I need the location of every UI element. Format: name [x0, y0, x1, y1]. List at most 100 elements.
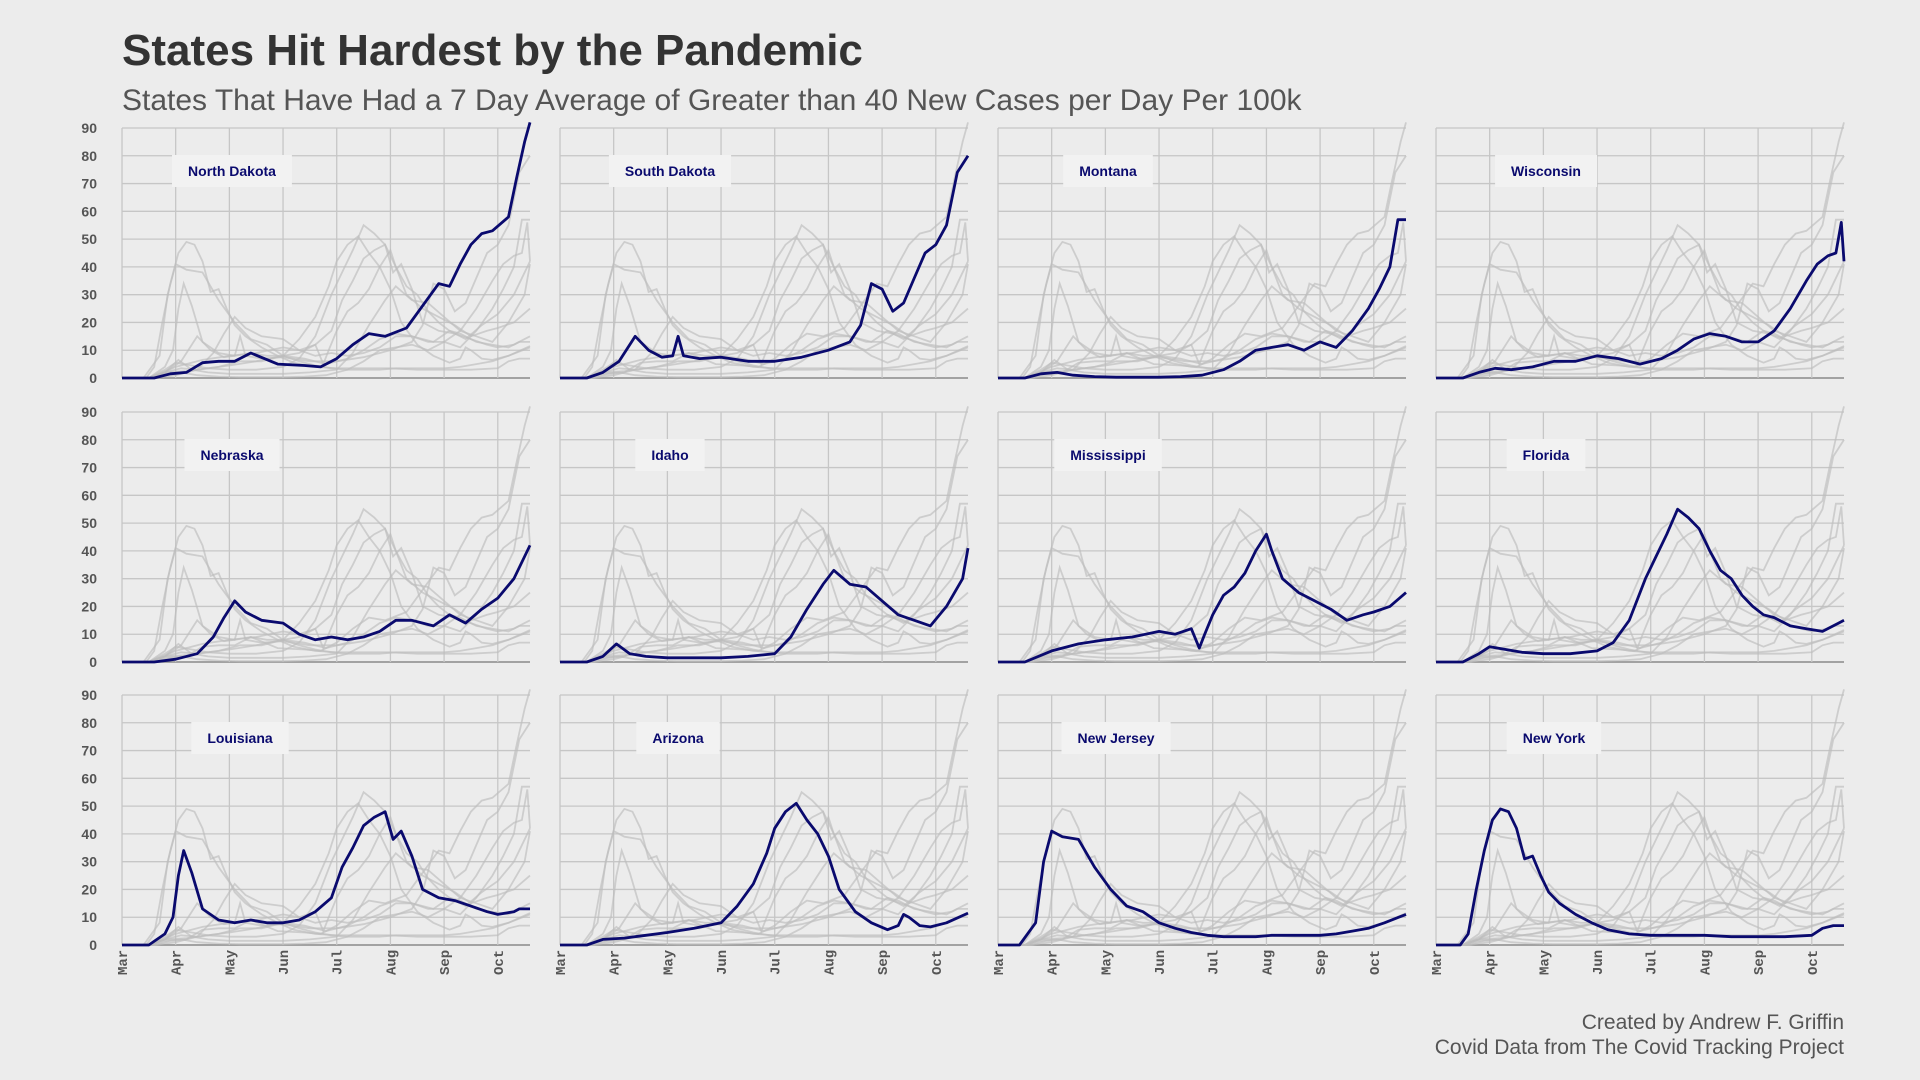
y-tick-label: 60 — [81, 487, 97, 503]
page-title: States Hit Hardest by the Pandemic — [122, 26, 863, 75]
y-tick-label: 50 — [81, 515, 97, 531]
state-label: New York — [1523, 730, 1586, 746]
state-label: Idaho — [651, 447, 688, 463]
context-line-idaho — [998, 830, 1407, 946]
panel-idaho: Idaho — [559, 406, 970, 664]
x-tick-label: Oct — [492, 950, 508, 975]
y-tick-label: 40 — [81, 259, 97, 275]
x-tick-label: Oct — [930, 950, 946, 975]
x-tick-label: Apr — [1484, 950, 1500, 975]
panel-montana: Montana — [997, 122, 1407, 380]
y-tick-label: 0 — [89, 937, 97, 953]
context-line-north-dakota — [1436, 406, 1845, 663]
highlight-line-mississippi — [998, 532, 1407, 664]
y-tick-label: 0 — [89, 654, 97, 670]
x-tick-label: Mar — [116, 950, 132, 975]
context-line-montana — [1436, 785, 1844, 946]
context-line-montana — [998, 502, 1406, 663]
y-tick-label: 60 — [81, 203, 97, 219]
context-line-north-dakota — [998, 689, 1407, 946]
caption-source: Covid Data from The Covid Tracking Proje… — [1434, 1036, 1844, 1059]
x-tick-label: Jul — [769, 950, 785, 975]
context-line-louisiana — [560, 527, 968, 663]
context-line-new-jersey — [1436, 546, 1845, 663]
state-label: Mississippi — [1070, 447, 1145, 463]
panel-wisconsin: Wisconsin — [1435, 122, 1846, 380]
x-tick-label: Jun — [1591, 950, 1607, 975]
x-tick-label: Jun — [277, 950, 293, 975]
context-line-new-york — [998, 240, 1406, 379]
x-tick-label: Oct — [1368, 950, 1384, 975]
context-line-north-dakota — [560, 122, 969, 379]
context-line-idaho — [122, 547, 531, 663]
state-label: Wisconsin — [1511, 163, 1581, 179]
highlight-line-florida — [1436, 507, 1845, 664]
context-line-nebraska — [1436, 260, 1845, 379]
context-line-montana — [560, 502, 968, 663]
y-tick-label: 90 — [81, 404, 97, 420]
context-line-arizona — [122, 518, 531, 663]
context-line-north-dakota — [560, 689, 969, 946]
context-line-louisiana — [1436, 810, 1844, 946]
panel-nebraska: 0 10 20 30 40 50 60 70 80 90 Nebraska — [81, 404, 532, 670]
context-line-new-york — [560, 524, 968, 663]
panel-louisiana: 0 10 20 30 40 50 60 70 80 90 Mar Apr May Jun Jul Aug Sep… — [81, 687, 531, 975]
context-line-arizona — [1436, 518, 1845, 663]
y-tick-label: 10 — [81, 909, 97, 925]
highlight-line-new-jersey — [998, 829, 1407, 947]
state-label-background — [1506, 439, 1586, 471]
x-tick-label: Aug — [384, 950, 400, 975]
context-line-montana — [560, 218, 968, 379]
context-line-new-york — [122, 807, 530, 946]
context-line-new-jersey — [560, 829, 969, 946]
context-line-louisiana — [998, 810, 1406, 946]
state-label-background — [636, 722, 720, 754]
context-line-new-jersey — [122, 546, 531, 663]
state-label: Montana — [1079, 163, 1137, 179]
context-line-new-jersey — [560, 262, 969, 379]
state-label-background — [1054, 439, 1162, 471]
context-line-new-jersey — [1436, 262, 1845, 379]
context-line-nebraska — [1436, 544, 1845, 663]
context-line-arizona — [998, 234, 1407, 379]
x-tick-label: Jul — [331, 950, 347, 975]
context-line-nebraska — [998, 260, 1407, 379]
x-tick-label: May — [661, 949, 677, 975]
y-tick-label: 50 — [81, 798, 97, 814]
x-tick-label: Aug — [1698, 950, 1714, 975]
panel-north-dakota: 0 10 20 30 40 50 60 70 80 90 North Dakota — [81, 120, 532, 386]
y-tick-label: 30 — [81, 287, 97, 303]
context-line-idaho — [998, 547, 1407, 663]
highlight-line-idaho — [560, 547, 970, 664]
panel-mississippi: Mississippi — [997, 406, 1407, 664]
highlight-line-new-york — [1436, 807, 1844, 947]
context-line-new-york — [998, 524, 1406, 663]
context-line-new-york — [560, 807, 968, 946]
y-tick-label: 80 — [81, 432, 97, 448]
y-tick-label: 10 — [81, 626, 97, 642]
panel-south-dakota: South Dakota — [559, 122, 970, 380]
context-line-idaho — [122, 830, 531, 946]
context-line-nebraska — [122, 827, 531, 946]
x-tick-label: Apr — [1046, 950, 1062, 975]
context-line-arizona — [1436, 801, 1845, 946]
state-label-background — [1495, 155, 1597, 187]
context-line-north-dakota — [122, 689, 531, 946]
state-label: North Dakota — [188, 163, 276, 179]
state-label-background — [172, 155, 292, 187]
caption-author: Created by Andrew F. Griffin — [1581, 1011, 1844, 1034]
context-line-north-dakota — [1436, 689, 1845, 946]
context-line-idaho — [560, 830, 969, 946]
highlight-line-nebraska — [122, 544, 532, 664]
context-line-new-jersey — [998, 262, 1407, 379]
page-subtitle: States That Have Had a 7 Day Average of … — [122, 84, 1302, 117]
x-tick-label: Jun — [1153, 950, 1169, 975]
x-tick-label: Sep — [876, 950, 892, 975]
highlight-line-louisiana — [122, 810, 530, 947]
context-line-montana — [1436, 502, 1844, 663]
y-tick-label: 90 — [81, 687, 97, 703]
context-line-arizona — [122, 234, 531, 379]
context-line-montana — [1436, 218, 1844, 379]
highlight-line-arizona — [560, 801, 969, 947]
state-label: Florida — [1523, 447, 1570, 463]
